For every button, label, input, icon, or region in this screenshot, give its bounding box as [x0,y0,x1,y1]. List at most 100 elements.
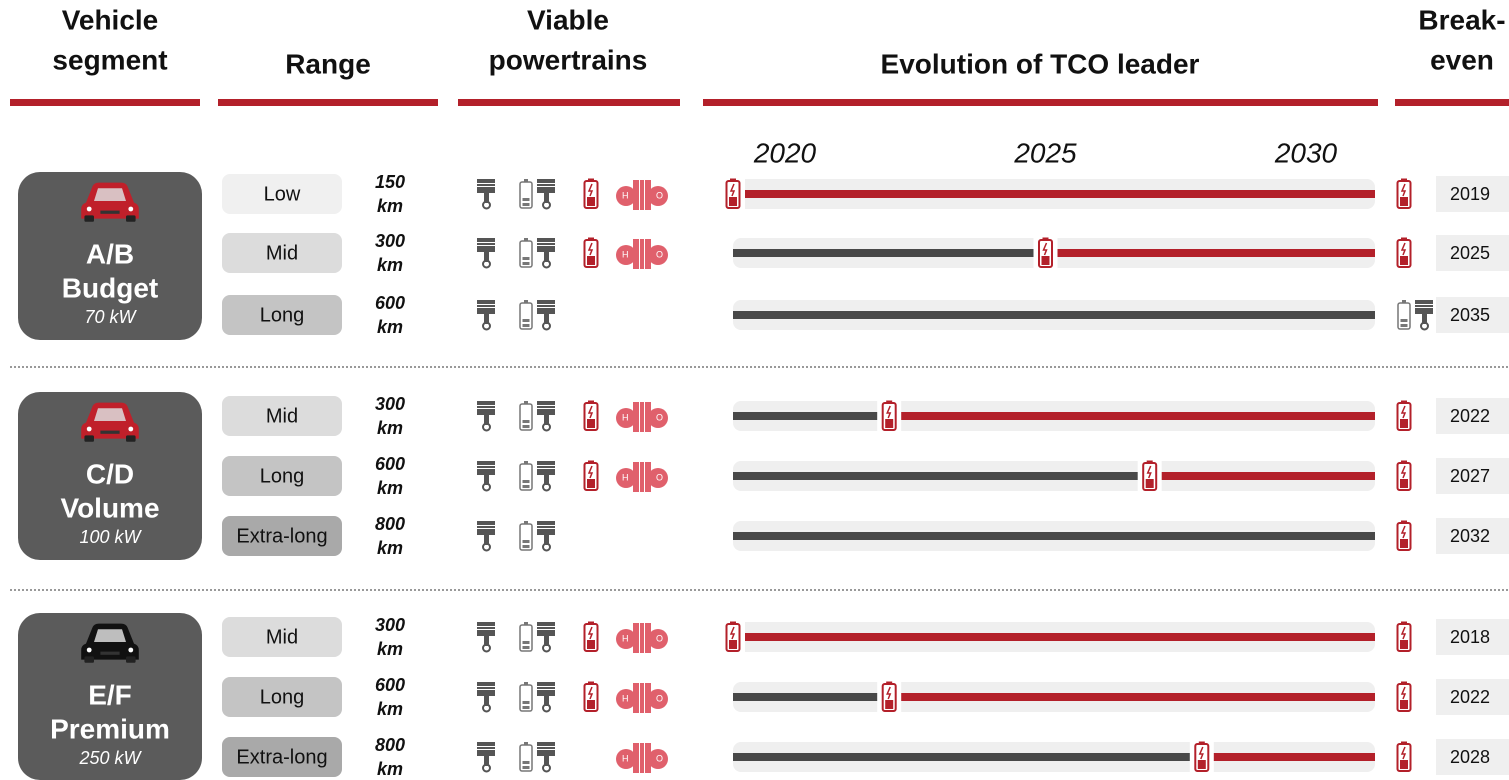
hybrid-icon [520,622,555,652]
ice-icon [476,299,496,331]
column-header: powertrains [489,44,648,75]
breakeven-year: 2022 [1450,687,1490,707]
incumbent-bar [733,472,1150,480]
fcev-icon [616,683,668,713]
leader-bar [889,412,1375,420]
hybrid-icon [520,238,555,268]
range-box [222,516,342,556]
range-label: Mid [266,242,298,264]
range-unit: km [377,639,403,659]
switch-marker [1038,237,1053,268]
breakeven-year: 2027 [1450,466,1490,486]
range-distance: 600 [375,675,405,695]
switch-marker [881,681,897,712]
breakeven-year: 2025 [1450,243,1490,263]
segment-name: Budget [62,272,158,303]
range-label: Long [260,465,305,487]
column-header: even [1430,44,1494,75]
ice-icon [476,178,496,210]
column-header: segment [52,44,167,75]
column-header: Viable [527,4,609,35]
header-rule [218,99,438,106]
range-label: Mid [266,405,298,427]
range-distance: 800 [375,514,405,534]
ice-icon [476,681,496,713]
fcev-icon [616,623,668,653]
hybrid-icon [520,179,555,209]
range-unit: km [377,478,403,498]
bev-icon [583,681,599,712]
breakeven-box [1436,619,1509,655]
leader-bar [1149,472,1375,480]
range-box [222,295,342,335]
ice-icon [476,741,496,773]
range-unit: km [377,538,403,558]
column-header: Vehicle [62,4,159,35]
segment-power: 250 kW [78,748,142,768]
range-box [222,233,342,273]
breakeven-box [1436,518,1509,554]
hybrid-icon [520,300,555,330]
range-label: Long [260,686,305,708]
breakeven-box [1436,176,1509,212]
column-header: Break- [1418,4,1505,35]
breakeven-year: 2035 [1450,305,1490,325]
range-box [222,677,342,717]
leader-bar [1201,753,1375,761]
fcev-icon [616,743,668,773]
timeline-tick-label: 2025 [1013,137,1077,168]
breakeven-box [1436,679,1509,715]
column-header: Range [285,48,371,79]
column-header: Evolution of TCO leader [881,48,1200,79]
breakeven-icon [1398,300,1433,330]
breakeven-icon [1396,460,1412,491]
range-label: Low [264,183,301,205]
breakeven-box [1436,398,1509,434]
segment-box [18,172,202,340]
breakeven-icon [1396,621,1412,652]
bev-icon [583,621,599,652]
segment-code: A/B [86,238,134,269]
range-label: Long [260,304,305,326]
switch-marker [725,621,741,652]
breakeven-box [1436,458,1509,494]
segment-name: Premium [50,713,170,744]
leader-bar [889,693,1375,701]
header-rule [703,99,1378,106]
breakeven-icon [1396,400,1412,431]
incumbent-bar [733,412,890,420]
segment-power: 100 kW [79,527,142,547]
range-label: Mid [266,626,298,648]
switch-marker [1194,741,1210,772]
range-box [222,617,342,657]
fcev-icon [616,180,668,210]
leader-bar [1045,249,1375,257]
hybrid-icon [520,742,555,772]
bev-icon [583,460,599,491]
switch-marker [1142,460,1158,491]
range-unit: km [377,196,403,216]
timeline-tick-label: 2030 [1274,137,1338,168]
incumbent-bar [733,249,1046,257]
breakeven-box [1436,297,1509,333]
range-box [222,456,342,496]
range-unit: km [377,759,403,779]
header [10,99,1509,106]
hybrid-icon [520,401,555,431]
range-distance: 600 [375,293,405,313]
range-unit: km [377,418,403,438]
breakeven-icon [1396,178,1412,209]
fcev-icon [616,239,668,269]
range-unit: km [377,255,403,275]
breakeven-box [1436,235,1509,271]
breakeven-year: 2018 [1450,627,1490,647]
range-unit: km [377,317,403,337]
bev-icon [583,237,599,268]
incumbent-bar [733,532,1375,540]
ice-icon [476,621,496,653]
range-box [222,174,342,214]
fcev-icon [616,402,668,432]
range-label: Extra-long [236,746,327,768]
hybrid-icon [520,521,555,551]
